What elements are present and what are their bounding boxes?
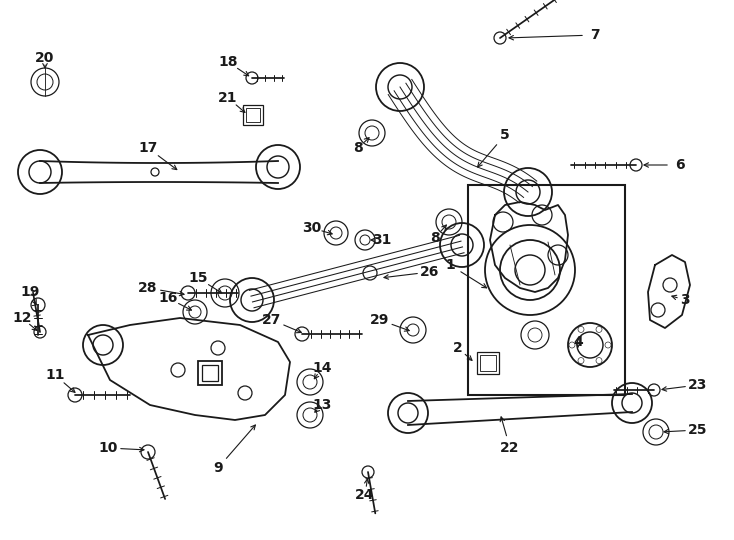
Text: 17: 17 (138, 141, 158, 155)
Text: 4: 4 (573, 335, 583, 349)
Text: 21: 21 (218, 91, 238, 105)
Text: 27: 27 (262, 313, 282, 327)
Text: 18: 18 (218, 55, 238, 69)
Text: 2: 2 (453, 341, 463, 355)
Text: 20: 20 (35, 51, 55, 65)
Text: 8: 8 (353, 141, 363, 155)
Text: 5: 5 (500, 128, 510, 142)
Bar (477, 352, 499, 374)
Text: 7: 7 (590, 28, 600, 42)
Text: 9: 9 (213, 461, 223, 475)
Text: 10: 10 (98, 441, 117, 455)
Bar (480, 355, 495, 370)
Text: 31: 31 (372, 233, 392, 247)
Text: 29: 29 (371, 313, 390, 327)
Bar (243, 105, 263, 125)
Text: 12: 12 (12, 311, 32, 325)
Text: 22: 22 (501, 441, 520, 455)
Text: 24: 24 (355, 488, 375, 502)
Bar (198, 361, 222, 385)
Text: 3: 3 (680, 293, 690, 307)
Text: 30: 30 (302, 221, 321, 235)
Bar (468, 185, 625, 395)
Text: 11: 11 (46, 368, 65, 382)
Text: 19: 19 (21, 285, 40, 299)
Text: 14: 14 (312, 361, 332, 375)
Text: 15: 15 (188, 271, 208, 285)
Text: 13: 13 (312, 398, 332, 412)
Text: 8: 8 (430, 231, 440, 245)
Text: 6: 6 (675, 158, 685, 172)
Text: 1: 1 (445, 258, 455, 272)
Text: 23: 23 (688, 378, 708, 392)
Text: 28: 28 (138, 281, 158, 295)
Text: 16: 16 (159, 291, 178, 305)
Text: 26: 26 (421, 265, 440, 279)
Bar (202, 364, 219, 381)
Text: 25: 25 (688, 423, 708, 437)
Bar (246, 108, 260, 122)
